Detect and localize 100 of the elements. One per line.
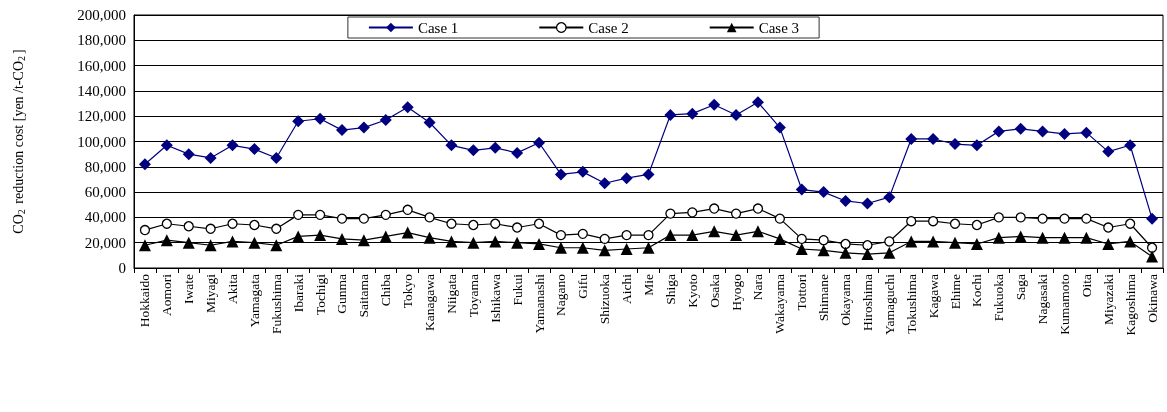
point bbox=[949, 218, 961, 229]
x-tick-label: Nagano bbox=[553, 273, 569, 316]
point bbox=[1146, 212, 1159, 225]
point bbox=[686, 107, 699, 120]
point bbox=[927, 235, 940, 248]
point bbox=[533, 218, 545, 229]
y-tick-label: 60,000 bbox=[84, 184, 126, 201]
x-tick-label: Fukui bbox=[509, 273, 525, 306]
point bbox=[357, 234, 370, 247]
point bbox=[270, 239, 283, 252]
legend-label: Case 1 bbox=[417, 19, 459, 36]
point bbox=[1124, 235, 1137, 248]
point bbox=[861, 248, 874, 261]
x-tick-label: Shiga bbox=[662, 274, 678, 305]
point bbox=[752, 203, 764, 214]
point bbox=[423, 116, 436, 129]
point bbox=[335, 124, 348, 137]
x-tick-label: Niigata bbox=[443, 274, 459, 314]
x-tick-label: Gifu bbox=[575, 273, 591, 299]
point bbox=[862, 240, 873, 251]
x-tick-label: Tottori bbox=[794, 273, 810, 311]
y-tick-label: 20,000 bbox=[84, 234, 126, 251]
point bbox=[576, 165, 589, 178]
point bbox=[1015, 212, 1026, 223]
point bbox=[489, 141, 502, 154]
y-tick-label: 140,000 bbox=[77, 82, 126, 99]
point bbox=[1146, 242, 1158, 253]
point bbox=[906, 216, 917, 227]
point bbox=[621, 229, 632, 241]
x-tick-label: Miyazaki bbox=[1100, 273, 1116, 325]
point bbox=[795, 183, 808, 196]
point bbox=[489, 235, 502, 248]
point bbox=[533, 136, 546, 149]
point bbox=[795, 243, 808, 256]
point bbox=[467, 144, 480, 157]
point bbox=[730, 229, 743, 242]
point bbox=[839, 194, 852, 207]
point bbox=[1058, 127, 1071, 140]
x-tick-label: Ibaraki bbox=[290, 273, 306, 313]
point bbox=[204, 239, 217, 252]
point bbox=[292, 115, 305, 128]
x-tick-label: Okinawa bbox=[1144, 273, 1160, 323]
x-tick-label: Kanagawa bbox=[422, 273, 438, 331]
point bbox=[226, 235, 239, 248]
point bbox=[817, 244, 830, 257]
point bbox=[160, 139, 173, 152]
x-tick-label: Shizuoka bbox=[597, 274, 613, 325]
point bbox=[314, 112, 327, 125]
point bbox=[446, 218, 457, 229]
point bbox=[599, 233, 610, 245]
x-tick-label: Toyama bbox=[465, 274, 481, 318]
point bbox=[1081, 213, 1092, 224]
point bbox=[620, 172, 633, 185]
point bbox=[949, 138, 962, 151]
x-tick-label: Hyogo bbox=[728, 273, 744, 311]
point bbox=[927, 216, 939, 227]
point bbox=[971, 219, 983, 231]
y-tick-label: 160,000 bbox=[77, 57, 126, 74]
point bbox=[817, 186, 830, 199]
point bbox=[664, 229, 677, 242]
point bbox=[161, 218, 172, 229]
point bbox=[1036, 125, 1049, 138]
point bbox=[993, 212, 1004, 223]
x-tick-label: Kagoshima bbox=[1122, 274, 1138, 336]
point bbox=[730, 108, 743, 121]
point bbox=[555, 229, 567, 241]
point bbox=[554, 241, 567, 254]
point bbox=[1102, 145, 1115, 158]
point bbox=[248, 236, 261, 249]
point bbox=[970, 139, 983, 152]
point bbox=[401, 226, 414, 239]
point bbox=[620, 243, 633, 256]
x-tick-label: Yamanashi bbox=[531, 273, 547, 334]
point bbox=[512, 222, 523, 233]
point bbox=[249, 219, 260, 231]
point bbox=[138, 239, 151, 252]
point bbox=[949, 236, 962, 249]
point bbox=[773, 232, 786, 245]
point bbox=[751, 225, 764, 238]
point bbox=[227, 218, 238, 229]
x-tick-label: Ishikawa bbox=[487, 273, 503, 323]
x-tick-label: Aomori bbox=[159, 273, 175, 316]
point bbox=[270, 151, 283, 164]
y-axis-title: CO2 reduction cost [yen /t-CO2] bbox=[10, 49, 27, 234]
point bbox=[905, 132, 918, 145]
point bbox=[708, 225, 721, 238]
point bbox=[598, 177, 611, 190]
point bbox=[336, 213, 348, 224]
point bbox=[751, 96, 764, 109]
x-tick-label: Aichi bbox=[619, 273, 635, 304]
point bbox=[927, 132, 940, 145]
y-tick-label: 80,000 bbox=[84, 158, 126, 175]
x-tick-label: Okayama bbox=[838, 274, 854, 326]
legend-label: Case 2 bbox=[588, 19, 629, 36]
x-tick-label: Yamagata bbox=[246, 274, 262, 328]
point bbox=[511, 146, 524, 159]
x-tick-label: Miyagi bbox=[203, 273, 219, 313]
point bbox=[642, 168, 655, 181]
y-tick-label: 40,000 bbox=[84, 209, 126, 226]
point bbox=[577, 228, 588, 239]
